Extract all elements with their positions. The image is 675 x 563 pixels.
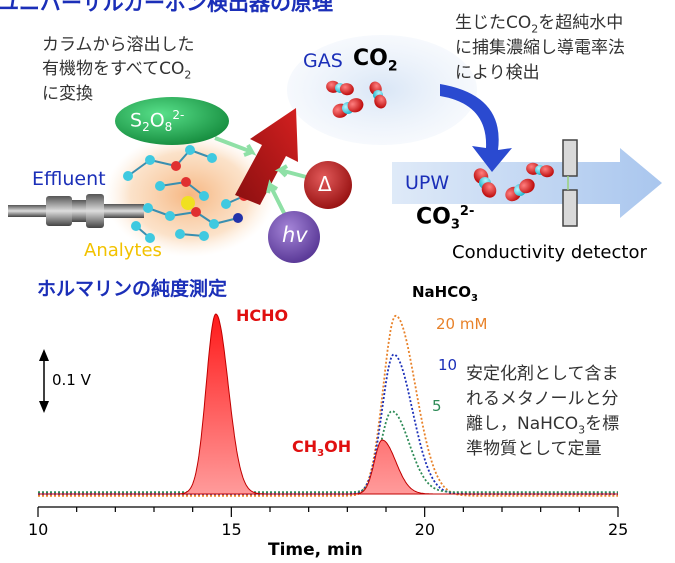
analyte-atoms: [123, 145, 249, 243]
light-arrow: [266, 179, 287, 216]
chart-note-line-2: れるメタノールと分: [466, 389, 619, 409]
oxidation-arrow: [235, 108, 298, 205]
analytes-label: Analytes: [84, 240, 162, 261]
top-title: ユニバーサルカーボン検出器の原理: [0, 0, 333, 15]
persulfate-label: S2O82-: [130, 108, 185, 135]
x-tick-label: 10: [28, 520, 49, 539]
scale-bar-label: 0.1 V: [52, 371, 91, 389]
sample-trace: [38, 313, 618, 495]
chromatogram: [37, 313, 619, 517]
x-tick-label: 15: [221, 520, 242, 539]
standard-trace-3: [38, 410, 618, 494]
right-note-line-1: 生じたCO2を超純水中: [455, 13, 624, 36]
chart-note-line-4: 準物質として定量: [466, 439, 602, 459]
column-fitting: [8, 194, 144, 228]
heat-badge: [304, 161, 352, 209]
x-tick-label: 20: [414, 520, 436, 539]
conductivity-cell-bottom: [562, 189, 578, 227]
heat-arrow: [274, 164, 311, 180]
peak-label-ch3oh: CH3OH: [292, 437, 352, 460]
right-note-line-2: に捕集濃縮し導電率法: [455, 38, 625, 58]
upw-label: UPW: [405, 172, 450, 194]
left-note-line-1: カラムから溶出した: [42, 35, 195, 55]
x-tick-label: 25: [608, 520, 629, 539]
delta-label: Δ: [318, 172, 332, 196]
legend-20mm: 20 mM: [436, 315, 488, 333]
gas-label: GAS: [303, 50, 343, 72]
conductivity-label: Conductivity detector: [452, 242, 647, 263]
right-note-line-3: により検出: [455, 63, 540, 83]
hv-label: hv: [282, 223, 308, 247]
legend-5: 5: [432, 397, 442, 415]
x-axis-title: Time, min: [268, 540, 363, 560]
co2-gas-label: CO2: [353, 46, 398, 75]
reagent-arrow: [214, 136, 257, 157]
light-badge: [268, 211, 320, 263]
chart-note-line-1: 安定化剤として含ま: [466, 364, 619, 384]
chart-note-line-3: 離し，NaHCO3を標: [466, 414, 620, 437]
standard-title: NaHCO3: [412, 283, 478, 304]
gas-region: [287, 35, 477, 145]
left-note-line-3: に変換: [42, 84, 93, 104]
chart-title: ホルマリンの純度測定: [37, 278, 228, 300]
co2-molecules-gas: [326, 80, 387, 118]
legend-10: 10: [438, 356, 458, 374]
standard-trace-1: [38, 314, 618, 497]
persulfate-badge: [115, 97, 229, 145]
peak-label-hcho: HCHO: [236, 306, 289, 325]
transfer-arrow: [440, 84, 512, 172]
scale-bar: [39, 349, 49, 413]
co3-label: CO32-: [416, 204, 475, 233]
effluent-label: Effluent: [32, 168, 106, 190]
conductivity-cell-top: [562, 139, 578, 177]
left-note-line-2: 有機物をすべてCO2: [42, 59, 192, 82]
co2-molecules-upw: [473, 162, 554, 202]
